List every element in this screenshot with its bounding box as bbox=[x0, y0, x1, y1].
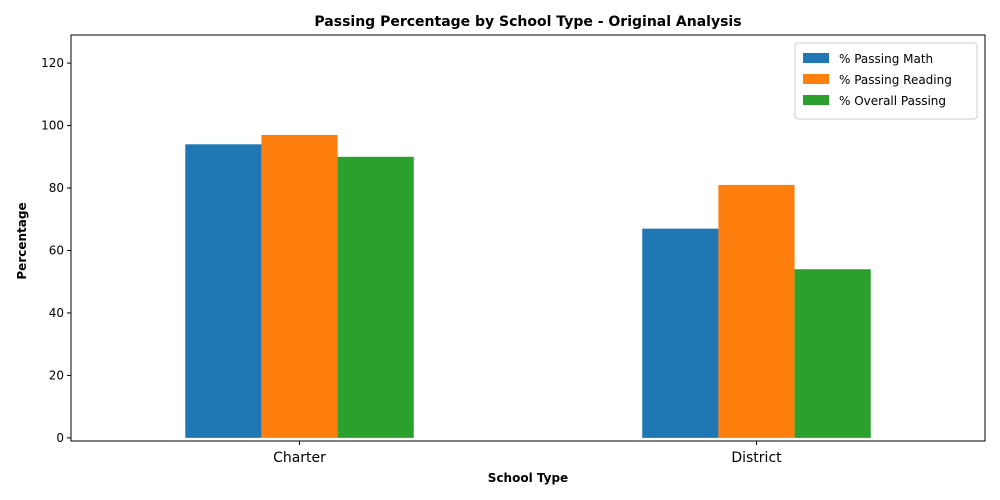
plot-area: 0 20 40 60 80 100 120 Charter District bbox=[41, 34, 986, 466]
plot-frame bbox=[70, 34, 986, 442]
legend-swatch bbox=[803, 95, 829, 105]
bar bbox=[337, 156, 414, 438]
y-tick-label: 120 bbox=[41, 56, 64, 70]
chart-title: Passing Percentage by School Type - Orig… bbox=[314, 14, 741, 30]
x-axis-label: School Type bbox=[488, 471, 568, 485]
legend-label: % Passing Math bbox=[839, 52, 933, 66]
legend: % Passing Math % Passing Reading % Overall… bbox=[794, 42, 978, 120]
bar bbox=[794, 269, 871, 438]
bar bbox=[261, 134, 338, 438]
y-tick-label: 60 bbox=[49, 243, 64, 257]
y-axis-label: Percentage bbox=[15, 202, 29, 279]
y-tick-label: 100 bbox=[41, 119, 64, 133]
bar bbox=[185, 144, 262, 438]
x-tick-label: Charter bbox=[273, 450, 326, 466]
bar bbox=[718, 184, 795, 438]
y-tick-label: 0 bbox=[56, 431, 64, 445]
legend-swatch bbox=[803, 53, 829, 63]
bar bbox=[642, 228, 719, 438]
legend-label: % Passing Reading bbox=[839, 73, 952, 87]
legend-label: % Overall Passing bbox=[839, 94, 946, 108]
y-tick-label: 20 bbox=[49, 368, 64, 382]
legend-box bbox=[794, 42, 978, 120]
y-tick-label: 40 bbox=[49, 306, 64, 320]
legend-swatch bbox=[803, 74, 829, 84]
x-tick-label: District bbox=[731, 450, 782, 466]
y-tick-label: 80 bbox=[49, 181, 64, 195]
